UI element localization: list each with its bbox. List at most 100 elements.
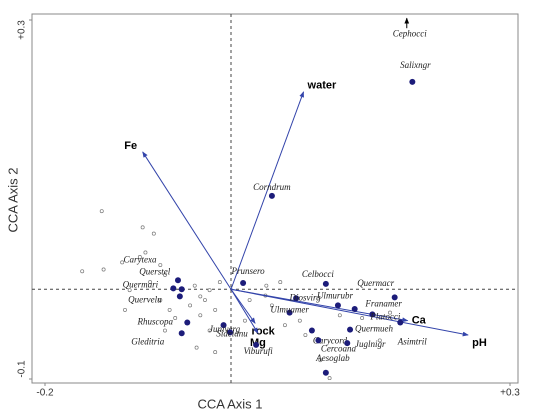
species-point xyxy=(409,78,416,85)
site-point xyxy=(143,250,148,255)
species-label: Quervelu xyxy=(128,294,162,304)
env-vector xyxy=(142,151,232,290)
site-point xyxy=(318,358,323,363)
site-point xyxy=(207,328,212,333)
env-vector xyxy=(230,91,305,290)
site-point xyxy=(282,323,287,328)
species-label: Corndrum xyxy=(253,182,291,192)
species-label: Quermari xyxy=(123,279,159,289)
species-point xyxy=(176,293,183,300)
site-point xyxy=(158,263,163,267)
site-point xyxy=(163,328,167,333)
species-point xyxy=(315,337,322,344)
species-point xyxy=(351,305,358,312)
species-point xyxy=(369,311,376,318)
species-label: Querstel xyxy=(139,266,170,276)
species-label: Ulmurubr xyxy=(317,290,354,300)
y-tick-label: +0.3 xyxy=(17,20,28,40)
site-point xyxy=(264,283,269,288)
species-point xyxy=(220,322,227,329)
site-point xyxy=(99,209,104,214)
site-point xyxy=(173,316,178,320)
species-point xyxy=(397,319,404,326)
species-label: Carycord xyxy=(313,336,348,346)
species-point xyxy=(253,341,260,348)
species-label: Juglnigr xyxy=(355,339,386,349)
species-label: Sideianu xyxy=(216,328,248,338)
site-point xyxy=(213,307,218,312)
site-point xyxy=(360,316,365,320)
site-point xyxy=(377,338,382,343)
species-label: Ulmuamer xyxy=(270,305,309,315)
site-point xyxy=(327,376,332,381)
species-label: Cercoana xyxy=(321,343,357,353)
species-label: Viburufi xyxy=(243,346,273,356)
x-tick-label: +0.3 xyxy=(500,388,520,399)
species-label: Quermueh xyxy=(355,324,393,334)
site-point xyxy=(137,254,142,259)
site-point xyxy=(101,267,106,272)
site-point xyxy=(127,288,132,293)
species-point xyxy=(268,192,275,199)
species-point xyxy=(286,309,293,316)
site-point xyxy=(148,280,153,285)
species-point xyxy=(227,329,234,336)
env-vector xyxy=(230,288,469,337)
species-point xyxy=(184,319,191,326)
site-point xyxy=(207,288,212,293)
site-point xyxy=(167,307,172,312)
species-label: Prunsero xyxy=(231,266,266,276)
env-label: rock xyxy=(252,325,276,337)
species-label: Quermacr xyxy=(357,278,394,288)
species-point xyxy=(293,295,300,302)
species-label: Cephocci xyxy=(393,28,427,38)
site-point xyxy=(80,269,85,274)
env-vector xyxy=(230,288,259,334)
species-label: Carytexa xyxy=(123,254,156,264)
species-point xyxy=(344,340,351,347)
site-point xyxy=(213,350,218,355)
site-point xyxy=(123,307,127,312)
species-point xyxy=(391,294,398,301)
site-point xyxy=(120,260,125,265)
site-point xyxy=(269,303,274,308)
site-point xyxy=(194,345,199,350)
species-point xyxy=(334,302,341,309)
site-point xyxy=(198,313,203,318)
species-point xyxy=(347,326,354,333)
env-label: water xyxy=(307,80,337,92)
site-point xyxy=(337,313,342,318)
y-axis-label: CCA Axis 2 xyxy=(5,167,20,232)
site-point xyxy=(203,298,207,302)
species-label: Rhuscopa xyxy=(137,317,174,327)
species-label: Celbocci xyxy=(302,269,334,279)
env-label: Fe xyxy=(124,140,137,152)
site-point xyxy=(151,231,156,236)
species-label: Franamer xyxy=(364,298,402,308)
site-point xyxy=(192,283,197,288)
species-label: Platocci xyxy=(369,311,400,321)
site-point xyxy=(297,318,302,323)
site-point xyxy=(163,272,167,277)
site-point xyxy=(158,298,163,302)
env-label: pH xyxy=(472,337,487,349)
env-label: Ca xyxy=(412,315,427,327)
site-point xyxy=(388,310,392,315)
species-point xyxy=(322,280,329,287)
species-point xyxy=(174,277,181,284)
species-label: Gleditria xyxy=(131,336,164,346)
site-point xyxy=(247,298,252,302)
plot-frame xyxy=(31,13,519,384)
species-label: Juniverg xyxy=(209,324,241,334)
site-point xyxy=(278,280,283,285)
species-label: Salixngr xyxy=(400,60,431,70)
site-point xyxy=(198,294,203,299)
site-point xyxy=(188,303,193,308)
species-point xyxy=(170,285,177,292)
site-point xyxy=(217,280,222,285)
species-label: Diosvirg xyxy=(289,292,322,302)
y-tick-label: -0.1 xyxy=(17,360,28,378)
species-point xyxy=(240,279,247,286)
species-point xyxy=(322,369,329,376)
